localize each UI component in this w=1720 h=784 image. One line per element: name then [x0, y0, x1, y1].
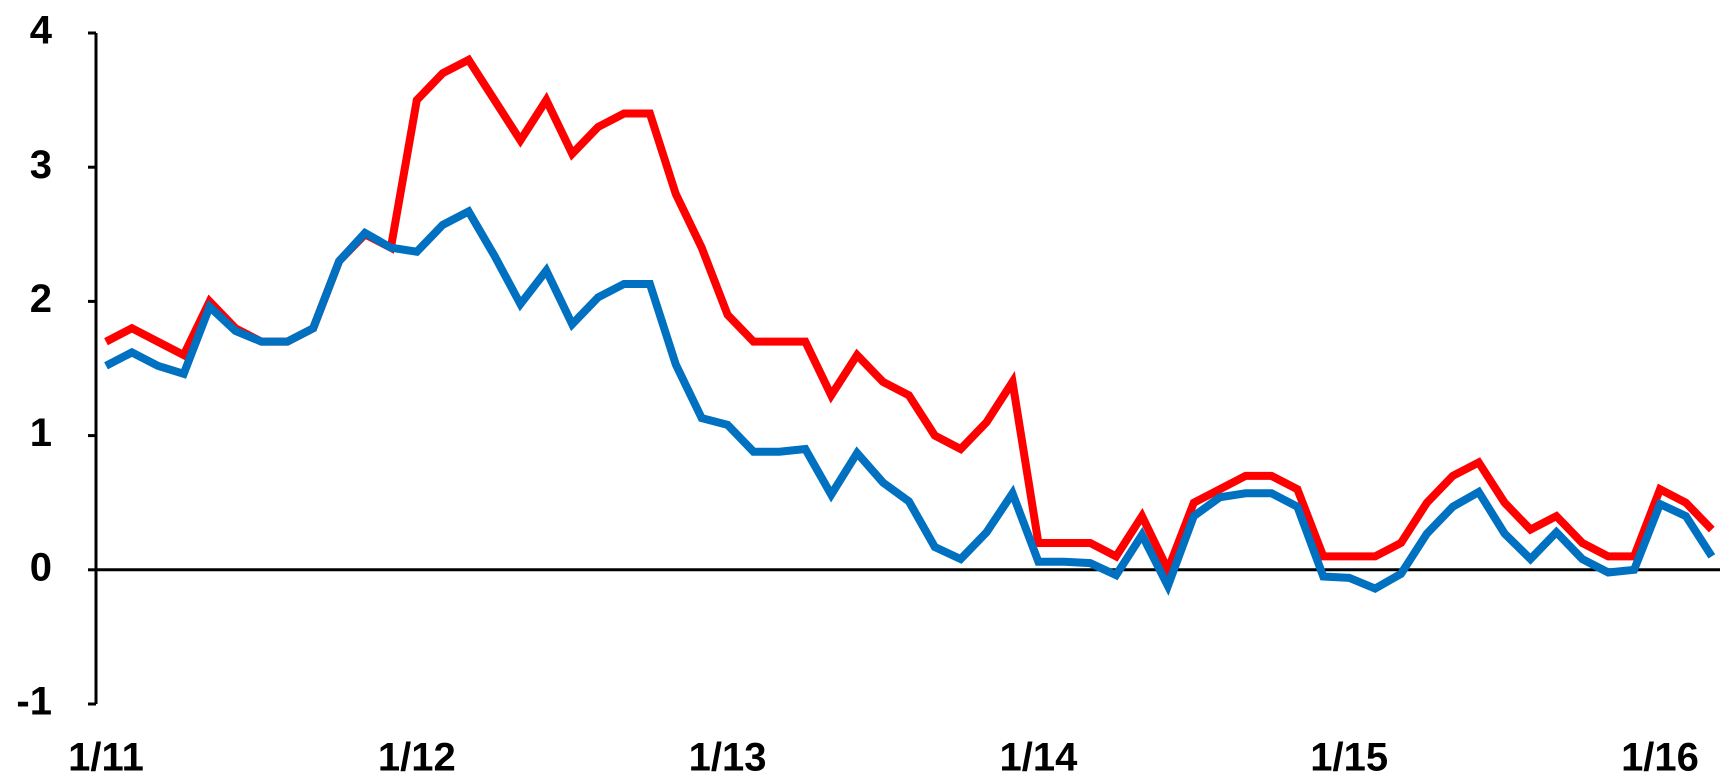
- y-tick-label: 0: [30, 545, 52, 589]
- x-tick-label: 1/11: [68, 736, 144, 780]
- x-tick-label: 1/15: [1310, 736, 1388, 780]
- x-tick-label: 1/13: [689, 736, 767, 780]
- y-tick-label: 2: [30, 277, 52, 321]
- y-tick-label: -1: [16, 680, 52, 724]
- x-tick-label: 1/12: [378, 736, 456, 780]
- series-line: [104, 206, 1716, 596]
- x-tick-label: 1/14: [999, 736, 1078, 780]
- x-tick-label: 1/16: [1621, 736, 1699, 780]
- y-tick-label: 1: [30, 411, 52, 455]
- y-tick-label: 3: [30, 143, 52, 187]
- y-tick-label: 4: [30, 9, 53, 53]
